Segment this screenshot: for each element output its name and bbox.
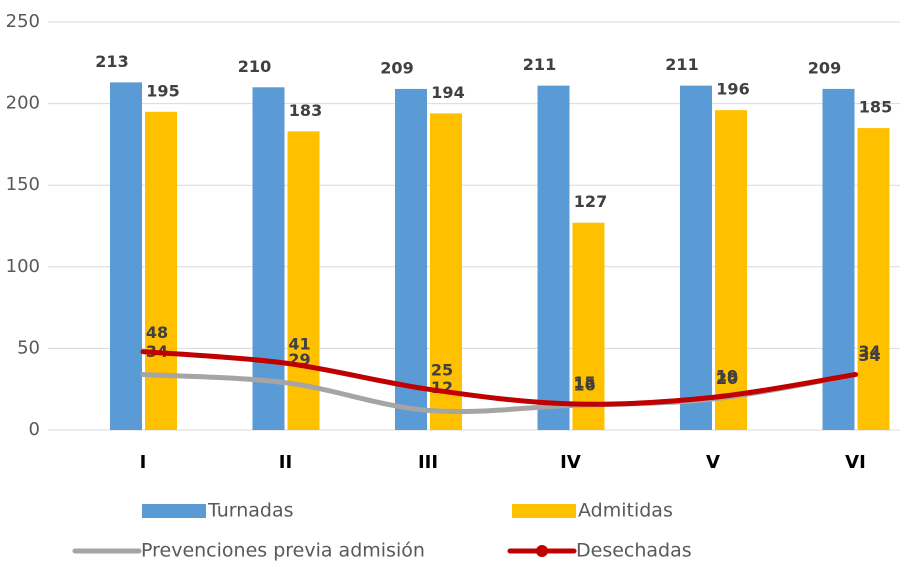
data-label: 210	[238, 57, 271, 76]
line	[140, 349, 858, 407]
data-label: 211	[665, 55, 698, 74]
bar	[572, 222, 605, 430]
bar	[252, 87, 285, 430]
data-label: 15	[573, 373, 595, 392]
data-label: 20	[716, 369, 738, 388]
x-tick-label: II	[279, 452, 292, 473]
bar	[110, 82, 142, 430]
data-label: 127	[574, 192, 607, 211]
legend-marker	[536, 545, 548, 557]
x-tick-label: VI	[845, 452, 866, 473]
data-label: 211	[523, 55, 556, 74]
data-label: 183	[289, 101, 322, 120]
data-label: 34	[858, 342, 880, 361]
legend-label: Prevenciones previa admisión	[141, 540, 425, 562]
legend-label: Desechadas	[576, 540, 692, 562]
data-label: 209	[380, 58, 413, 77]
data-label: 194	[431, 83, 464, 102]
y-tick-label: 200	[6, 93, 40, 114]
bar	[430, 113, 462, 430]
legend-label: Admitidas	[578, 500, 673, 522]
x-tick-label: IV	[560, 452, 581, 473]
bar	[145, 111, 177, 430]
y-tick-label: 100	[6, 256, 40, 277]
bar	[287, 131, 320, 430]
y-tick-label: 50	[17, 337, 40, 358]
data-label: 48	[146, 323, 168, 342]
data-label: 196	[716, 80, 749, 99]
data-label: 185	[859, 98, 892, 117]
legend-swatch	[512, 504, 576, 518]
data-label: 41	[288, 335, 310, 354]
y-tick-label: 0	[29, 419, 40, 440]
data-label: 25	[431, 361, 453, 380]
bar	[857, 128, 890, 430]
bar	[715, 110, 747, 431]
y-tick-label: 250	[6, 11, 40, 32]
legend-label: Turnadas	[207, 500, 294, 522]
x-tick-label: V	[706, 452, 720, 473]
x-tick-label: I	[140, 452, 147, 473]
data-label: 16	[573, 375, 595, 394]
legend-swatch	[142, 504, 206, 518]
data-label: 19	[716, 366, 738, 385]
data-label: 195	[146, 81, 179, 100]
bar	[395, 88, 427, 431]
data-label: 213	[95, 52, 128, 71]
x-tick-label: III	[418, 452, 438, 473]
bar	[537, 85, 570, 430]
y-tick-label: 150	[6, 174, 40, 195]
data-label: 34	[858, 346, 880, 365]
bar	[680, 85, 712, 430]
data-label: 209	[808, 58, 841, 77]
